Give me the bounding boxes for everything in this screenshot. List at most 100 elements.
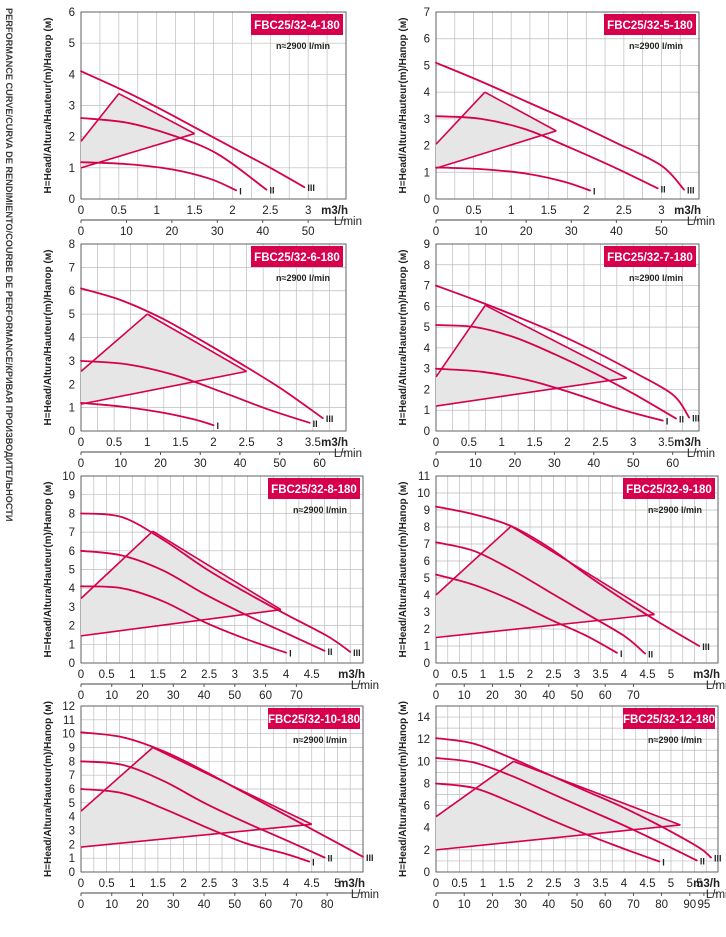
speed-curve-iii	[80, 731, 364, 858]
speed-curve-iii	[435, 505, 701, 647]
chart-subtitle: n≈2900 l/min	[293, 505, 347, 515]
chart-subtitle: n≈2900 l/min	[293, 735, 347, 745]
speed-curve-i	[80, 402, 215, 427]
x-tick-label-m3h: 0	[78, 669, 84, 681]
y-tick-label: 3	[69, 101, 75, 113]
y-tick-label: 6	[69, 546, 75, 558]
x-tick-label-m3h: 4.5	[640, 669, 656, 681]
x-tick-label-m3h: 3	[574, 878, 580, 890]
x-tick-label-lmin: 70	[290, 690, 303, 702]
y-tick-label: 2	[69, 379, 75, 391]
y-tick-label: 10	[417, 488, 430, 500]
x-tick-label-lmin: 60	[599, 690, 612, 702]
speed-curve-i	[80, 788, 311, 863]
x-tick-label-m3h: 2	[564, 437, 570, 449]
curve-label-i: I	[662, 857, 665, 867]
chart-title: FBC25/32-9-180	[626, 484, 712, 496]
x-axis-label-m3h: m3/h	[674, 205, 701, 217]
y-axis-label: H=Head/Altura/Hauteur(m)/Напор (м)	[398, 482, 409, 658]
y-tick-label: 3	[69, 826, 75, 838]
y-tick-label: 1	[69, 403, 75, 415]
operating-region	[81, 531, 281, 636]
x-tick-label-m3h: 3.5	[252, 669, 268, 681]
x-tick-label-m3h: 1.5	[499, 669, 515, 681]
x-tick-label-lmin: 95	[698, 899, 711, 911]
x-tick-label-m3h: 5	[668, 878, 674, 890]
plot-frame	[80, 11, 347, 200]
x-tick-label-m3h: 2	[583, 205, 589, 217]
x-axis-label-lmin: L/min	[687, 448, 715, 460]
y-tick-label: 2	[424, 384, 430, 396]
region-boundary-line	[484, 91, 557, 132]
x-tick-label-m3h: 0	[433, 669, 439, 681]
y-tick-label: 0	[69, 194, 75, 206]
x-tick-label-m3h: 1	[129, 878, 135, 890]
speed-curve-iii	[80, 512, 352, 653]
y-tick-label: 2	[424, 624, 430, 636]
operating-region	[436, 92, 557, 169]
y-tick-label: 9	[424, 505, 430, 517]
speed-curve-iii	[435, 284, 690, 419]
speed-curve-i	[435, 782, 661, 863]
x-tick-label-m3h: 3	[305, 205, 311, 217]
x-axis-label-lmin: L/min	[687, 216, 715, 228]
x-tick-label-m3h: 1	[144, 437, 150, 449]
x-tick-label-m3h: 2.5	[616, 205, 632, 217]
curve-label-i: I	[593, 186, 596, 196]
plot-frame	[435, 11, 700, 200]
curve-label-i: I	[620, 649, 623, 659]
x-tick-label-m3h: 0.5	[466, 205, 482, 217]
x-tick-label-m3h: 2	[527, 669, 533, 681]
x-tick-label-m3h: 0	[433, 205, 439, 217]
y-tick-label: 0	[69, 867, 75, 879]
curve-label-i: I	[217, 421, 220, 431]
y-tick-label: 8	[69, 508, 75, 520]
x-tick-label-lmin: 40	[610, 226, 623, 238]
y-tick-label: 4	[69, 812, 76, 824]
speed-curve-iii	[435, 61, 685, 191]
x-tick-label-m3h: 2.5	[262, 205, 278, 217]
x-tick-label-m3h: 0.5	[99, 878, 115, 890]
x-tick-label-m3h: 4	[283, 669, 290, 681]
y-tick-label: 6	[69, 286, 75, 298]
curve-label-i: I	[666, 417, 669, 427]
x-tick-label-m3h: 4	[621, 878, 628, 890]
x-tick-label-m3h: 0	[78, 878, 84, 890]
speed-curve-i	[435, 367, 664, 422]
x-tick-label-lmin: 10	[458, 690, 471, 702]
x-tick-label-m3h: 0.5	[452, 669, 468, 681]
speed-curve-i	[80, 585, 287, 654]
x-tick-label-m3h: 3	[232, 669, 238, 681]
curve-label-iii: III	[702, 642, 710, 652]
x-tick-label-m3h: 3	[574, 669, 580, 681]
x-tick-label-lmin: 10	[469, 458, 482, 470]
x-tick-label-m3h: 1.5	[172, 437, 188, 449]
y-tick-label: 7	[424, 281, 430, 293]
x-tick-label-lmin: 10	[120, 226, 133, 238]
chart-title-box	[604, 246, 696, 267]
y-tick-label: 0	[69, 426, 75, 438]
y-tick-label: 9	[424, 239, 430, 251]
speed-curve-ii	[80, 360, 311, 424]
x-tick-label-lmin: 50	[627, 458, 640, 470]
y-tick-label: 10	[62, 729, 75, 741]
x-tick-label-lmin: 40	[198, 690, 211, 702]
x-tick-label-m3h: 0	[78, 205, 84, 217]
curve-label-i: I	[312, 858, 315, 868]
curve-label-i: I	[289, 649, 292, 659]
x-axis-label-m3h: m3/h	[693, 878, 720, 890]
x-tick-label-m3h: 4	[621, 669, 628, 681]
x-tick-label-lmin: 60	[599, 899, 612, 911]
x-tick-label-lmin: 40	[542, 690, 555, 702]
y-tick-label: 0	[424, 867, 430, 879]
plot-frame	[435, 243, 700, 432]
x-tick-label-m3h: 2.5	[201, 878, 217, 890]
y-tick-label: 0	[69, 658, 75, 670]
region-boundary-line	[118, 92, 195, 135]
operating-region	[81, 93, 195, 168]
x-axis-label-m3h: m3/h	[693, 669, 720, 681]
x-tick-label-m3h: 3	[658, 205, 664, 217]
y-tick-label: 1	[424, 167, 430, 179]
x-tick-label-m3h: 4	[283, 878, 290, 890]
